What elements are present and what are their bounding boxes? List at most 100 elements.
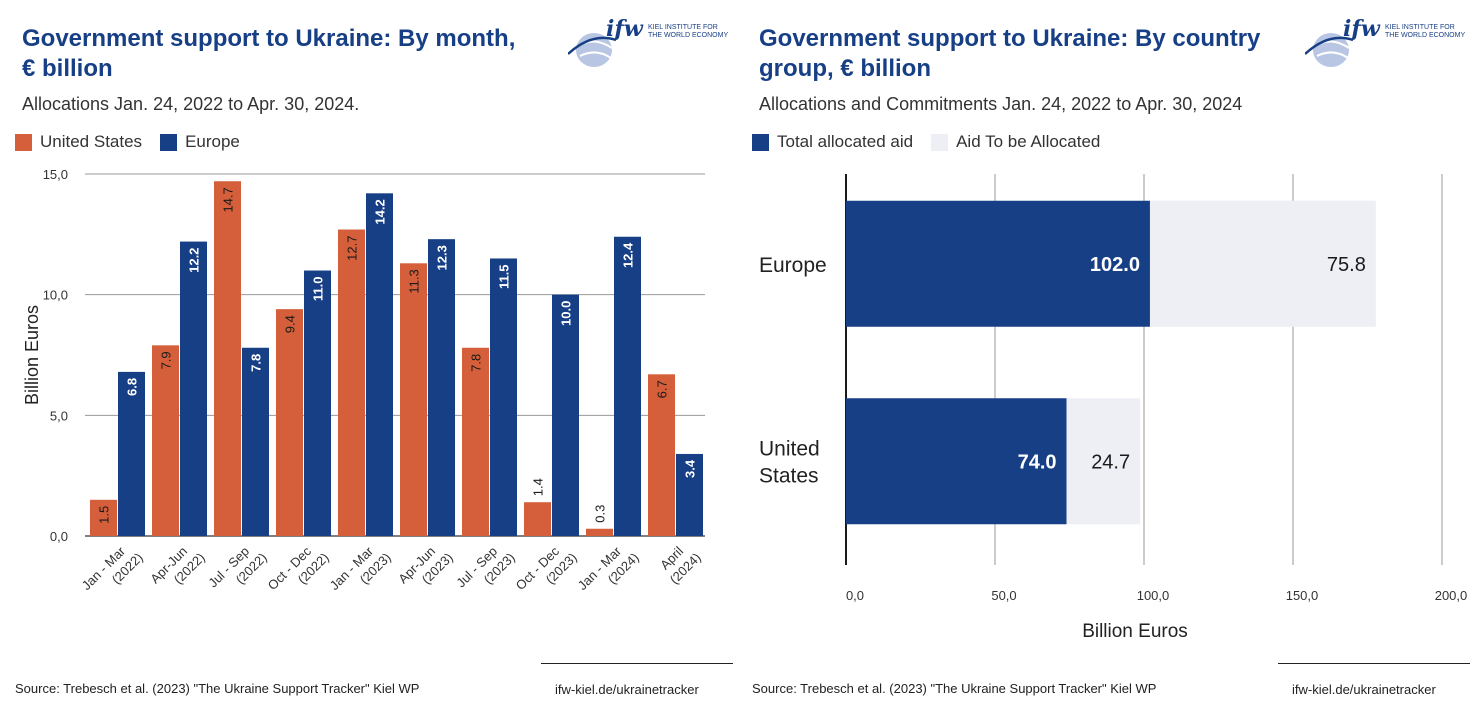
x-axis-label: Billion Euros (1082, 621, 1188, 642)
y-axis-label: Billion Euros (22, 305, 42, 405)
bar-value-label: 7.8 (469, 354, 484, 372)
logo-mark-right: ifw (1343, 16, 1380, 42)
y-tick-label-line: States (759, 464, 819, 487)
logo-line-1-right: KIEL INSTITUTE FOR (1385, 24, 1455, 31)
bar-europe (614, 236, 641, 536)
bar-value-label: 12.7 (345, 236, 360, 261)
x-tick-label: Oct - Dec(2023) (513, 538, 580, 605)
ifw-logo-right: ifw KIEL INSTITUTE FOR THE WORLD ECONOMY (1305, 16, 1465, 76)
bar-value-label: 14.2 (373, 199, 388, 224)
bar-value-label: 12.2 (187, 248, 202, 273)
x-tick-label: Apr-Jun(2022) (147, 538, 207, 598)
legend-item-europe: Europe (160, 132, 240, 152)
legend-label-united-states: United States (40, 132, 143, 151)
y-tick-label: 10,0 (43, 288, 68, 303)
bar-value-label: 14.7 (221, 187, 236, 212)
legend-swatch-united-states (15, 133, 32, 151)
x-tick-label: Oct - Dec(2022) (265, 538, 332, 605)
y-tick-label: United States (759, 437, 820, 487)
y-tick-label-line: Europe (759, 254, 827, 277)
x-tick-label: 100,0 (1137, 588, 1170, 603)
bar-europe (676, 453, 703, 536)
bar-value-label: 7.9 (159, 351, 174, 369)
x-tick-label: Jan - Mar(2023) (327, 538, 394, 605)
legend-swatch-to-be-allocated (931, 133, 949, 151)
bar-to-be-allocated (1149, 200, 1376, 327)
x-tick-label: Jan - Mar(2022) (79, 538, 146, 605)
country-group-chart-subtitle: Allocations and Commitments Jan. 24, 202… (759, 94, 1243, 114)
legend-swatch-europe (160, 133, 178, 151)
bar-value-label: 9.4 (283, 315, 298, 333)
legend-label-to-be-allocated: Aid To be Allocated (956, 132, 1101, 151)
x-tick-label: 200,0 (1435, 588, 1468, 603)
bar-value-label: 1.5 (97, 506, 112, 524)
legend-item-to-be-allocated: Aid To be Allocated (931, 132, 1100, 152)
bar-europe (180, 241, 207, 536)
bar-value-label: 11.0 (311, 277, 326, 302)
bar-value-label: 6.7 (655, 380, 670, 398)
monthly-chart-panel: Government support to Ukraine: By month,… (0, 0, 737, 709)
bar-value-label: 12.3 (435, 245, 450, 270)
ifw-logo: ifw KIEL INSTITUTE FOR THE WORLD ECONOMY (568, 16, 728, 76)
footer-rule-right (1278, 663, 1470, 664)
bar-value-label: 102.0 (1090, 254, 1140, 276)
x-tick-label: 0,0 (846, 588, 864, 603)
bar-value-label: 6.8 (125, 378, 140, 396)
x-tick-label: April(2024) (655, 538, 704, 587)
bar-united-states (276, 309, 303, 536)
bar-united-states (400, 263, 427, 536)
bar-united-states (338, 229, 365, 537)
country-group-bar-chart: 0,0 50,0 100,0 150,0 200,0 Billion Euros 102.0… (759, 174, 1468, 642)
country-group-chart-title: Government support to Ukraine: By countr… (759, 25, 1261, 82)
monthly-bar-chart: 0,0 5,0 10,0 15,0 Billion Euros 1.5 6.8 Jan - M… (22, 167, 705, 605)
y-tick-label-line: United (759, 437, 820, 460)
bar-total-allocated (846, 398, 1067, 525)
monthly-chart-subtitle: Allocations Jan. 24, 2022 to Apr. 30, 20… (22, 94, 360, 114)
tracker-url-right[interactable]: ifw-kiel.de/ukrainetracker (1292, 682, 1436, 697)
footer-rule-left (541, 663, 733, 664)
bar-united-states (524, 502, 551, 536)
bar-value-label: 24.7 (1091, 451, 1130, 473)
y-tick-label: 15,0 (43, 167, 68, 182)
logo-line-1: KIEL INSTITUTE FOR (648, 24, 718, 31)
legend-item-united-states: United States (15, 132, 142, 152)
legend-swatch-total-allocated (752, 133, 769, 151)
bar-value-label: 11.5 (497, 264, 512, 289)
x-tick-label: 150,0 (1286, 588, 1319, 603)
bar-united-states (90, 499, 117, 536)
source-note-left: Source: Trebesch et al. (2023) "The Ukra… (15, 681, 420, 696)
bar-to-be-allocated (1066, 398, 1141, 525)
logo-line-2: THE WORLD ECONOMY (648, 32, 729, 39)
logo-mark: ifw (606, 16, 643, 42)
legend-item-total-allocated: Total allocated aid (752, 132, 913, 152)
legend-label-europe: Europe (185, 132, 240, 151)
bar-europe (118, 371, 145, 536)
bar-value-label: 12.4 (621, 242, 636, 268)
bar-value-label: 10.0 (559, 301, 574, 326)
bar-united-states (648, 374, 675, 536)
bar-value-label: 74.0 (1018, 451, 1057, 473)
bar-europe (242, 347, 269, 536)
x-tick-label: Jul - Sep(2022) (205, 538, 270, 603)
bar-total-allocated (846, 200, 1150, 327)
bar-europe (552, 294, 579, 536)
logo-line-2-right: THE WORLD ECONOMY (1385, 32, 1466, 39)
y-tick-label: Europe (759, 254, 827, 277)
source-note-right: Source: Trebesch et al. (2023) "The Ukra… (752, 681, 1157, 696)
x-tick-label: 50,0 (991, 588, 1016, 603)
y-tick-label: 0,0 (50, 529, 68, 544)
globe-icon-right (1305, 33, 1353, 67)
tracker-url-left[interactable]: ifw-kiel.de/ukrainetracker (555, 682, 699, 697)
legend-label-total-allocated: Total allocated aid (777, 132, 914, 151)
y-tick-label: 5,0 (50, 408, 68, 423)
bar-value-label: 3.4 (683, 459, 698, 478)
x-tick-label: Apr-Jun(2023) (395, 538, 455, 598)
bar-value-label: 75.8 (1327, 254, 1366, 276)
bar-value-label: 0.3 (593, 505, 608, 523)
bar-value-label: 11.3 (407, 269, 422, 293)
bar-europe (304, 270, 331, 536)
country-group-chart-panel: Government support to Ukraine: By countr… (737, 0, 1475, 709)
monthly-chart-title: Government support to Ukraine: By month,… (22, 25, 516, 82)
bar-united-states (586, 528, 613, 536)
bar-value-label: 1.4 (531, 478, 546, 496)
